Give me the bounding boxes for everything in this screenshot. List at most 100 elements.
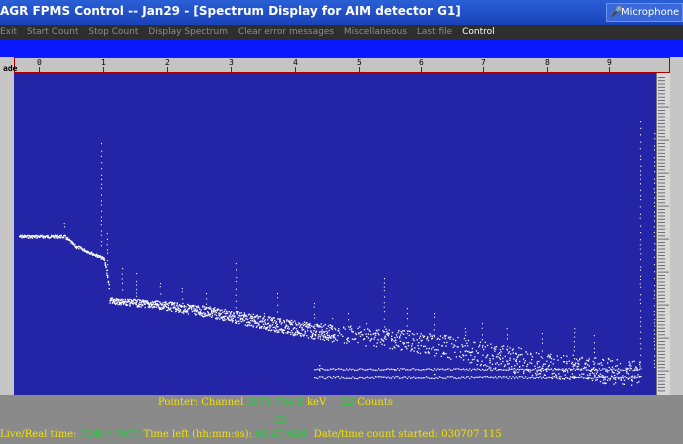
spectrum-point bbox=[383, 290, 385, 292]
spectrum-point bbox=[22, 235, 24, 237]
spectrum-point bbox=[282, 331, 284, 334]
spectrum-point bbox=[573, 376, 575, 378]
spectrum-point bbox=[65, 238, 67, 240]
spectrum-point bbox=[465, 340, 467, 342]
spectrum-point bbox=[183, 312, 185, 314]
spectrum-point bbox=[585, 362, 587, 364]
spectrum-point bbox=[462, 368, 464, 370]
spectrum-point bbox=[453, 377, 455, 379]
spectrum-point bbox=[41, 234, 43, 236]
spectrum-point bbox=[384, 376, 386, 378]
spectrum-point bbox=[201, 312, 203, 314]
menu-start-count[interactable]: Start Count bbox=[26, 27, 79, 37]
spectrum-point bbox=[28, 235, 30, 238]
spectrum-point bbox=[221, 317, 223, 319]
spectrum-point bbox=[198, 306, 200, 309]
spectrum-point bbox=[584, 368, 586, 370]
spectrum-point bbox=[432, 377, 434, 379]
spectrum-point bbox=[52, 235, 54, 237]
scale-tick bbox=[658, 377, 665, 379]
menu-clear-errors[interactable]: Clear error messages bbox=[237, 27, 335, 37]
spectrum-point bbox=[594, 351, 595, 353]
spectrum-point bbox=[353, 338, 355, 341]
vertical-scale[interactable] bbox=[656, 73, 670, 395]
spectrum-point bbox=[117, 301, 119, 303]
scale-tick bbox=[658, 360, 665, 362]
scale-tick bbox=[658, 83, 665, 85]
spectrum-point bbox=[506, 360, 508, 362]
spectrum-point bbox=[343, 326, 345, 328]
spectrum-point bbox=[467, 359, 470, 361]
spectrum-point bbox=[384, 335, 386, 337]
menu-stop-count[interactable]: Stop Count bbox=[88, 27, 139, 37]
menu-last-file[interactable]: Last file bbox=[416, 27, 453, 37]
ruler-tick-7: 7 bbox=[481, 58, 486, 67]
spectrum-point bbox=[315, 324, 318, 326]
menu-display-spectrum[interactable]: Display Spectrum bbox=[148, 27, 228, 37]
spectrum-point bbox=[303, 324, 306, 326]
spectrum-point bbox=[444, 335, 446, 338]
channel-ruler[interactable]: ade 0 1 2 3 4 5 6 7 8 9 bbox=[3, 57, 670, 73]
microphone-icon: 🎤 bbox=[610, 7, 623, 18]
spectrum-point bbox=[229, 316, 231, 318]
spectrum-point bbox=[147, 306, 150, 308]
spectrum-point bbox=[640, 195, 642, 197]
spectrum-point bbox=[99, 256, 102, 258]
spectrum-point bbox=[653, 340, 655, 343]
spectrum-point bbox=[29, 237, 31, 239]
spectrum-point bbox=[471, 359, 474, 361]
spectrum-point bbox=[211, 310, 213, 312]
spectrum-point bbox=[515, 360, 518, 363]
spectrum-point bbox=[317, 377, 319, 380]
spectrum-point bbox=[323, 336, 325, 338]
spectrum-point bbox=[498, 364, 500, 366]
spectrum-point bbox=[539, 369, 541, 371]
spectrum-point bbox=[640, 354, 642, 356]
spectrum-point bbox=[144, 306, 146, 309]
spectrum-point bbox=[477, 352, 479, 354]
spectrum-point bbox=[465, 350, 467, 352]
spectrum-point bbox=[507, 334, 508, 336]
spectrum-point bbox=[395, 376, 397, 378]
spectrum-point bbox=[143, 303, 146, 305]
spectrum-point bbox=[541, 333, 543, 335]
spectrum-point bbox=[550, 368, 552, 370]
spectrum-point bbox=[500, 363, 502, 365]
spectrum-point bbox=[593, 367, 595, 369]
spectrum-point bbox=[327, 339, 330, 341]
spectrum-point bbox=[129, 302, 131, 305]
spectrum-point bbox=[636, 368, 638, 370]
spectrum-plot[interactable] bbox=[14, 73, 670, 395]
spectrum-point bbox=[91, 251, 93, 253]
menu-miscellaneous[interactable]: Miscellaneous bbox=[343, 27, 408, 37]
spectrum-point bbox=[318, 335, 320, 337]
spectrum-point bbox=[403, 368, 405, 370]
spectrum-point bbox=[218, 312, 220, 314]
spectrum-point bbox=[151, 307, 154, 309]
spectrum-point bbox=[214, 307, 216, 309]
spectrum-point bbox=[489, 358, 491, 360]
spectrum-point bbox=[328, 336, 330, 338]
spectrum-canvas[interactable] bbox=[14, 73, 656, 395]
spectrum-point bbox=[160, 303, 162, 305]
menu-control[interactable]: Control bbox=[462, 27, 495, 37]
spectrum-point bbox=[155, 303, 157, 305]
menu-exit[interactable]: Exit bbox=[0, 27, 18, 37]
spectrum-point bbox=[122, 282, 123, 284]
spectrum-point bbox=[191, 308, 193, 311]
spectrum-point bbox=[568, 360, 570, 362]
spectrum-point bbox=[125, 303, 127, 305]
spectrum-point bbox=[435, 369, 437, 371]
spectrum-point bbox=[267, 316, 270, 318]
spectrum-point bbox=[449, 338, 451, 340]
spectrum-point bbox=[339, 332, 341, 334]
spectrum-point bbox=[494, 350, 496, 352]
spectrum-point bbox=[632, 370, 634, 372]
spectrum-point bbox=[398, 369, 400, 371]
spectrum-point bbox=[428, 352, 430, 354]
spectrum-point bbox=[626, 371, 628, 373]
spectrum-point bbox=[547, 368, 549, 370]
spectrum-point bbox=[381, 339, 383, 341]
microphone-button[interactable]: 🎤 Microphone bbox=[606, 3, 683, 22]
spectrum-point bbox=[479, 341, 482, 343]
